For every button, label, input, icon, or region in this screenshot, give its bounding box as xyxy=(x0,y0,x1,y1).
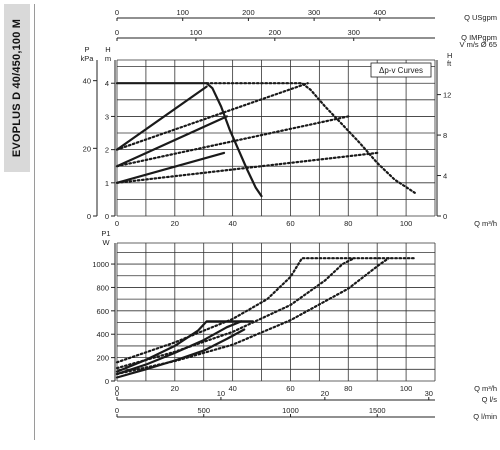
ft-axis-name: H xyxy=(447,51,452,60)
head-x-tick-label: 80 xyxy=(344,219,352,228)
top-axis-tick-label: 0 xyxy=(115,8,119,17)
p1-axis-tick-label: 600 xyxy=(96,307,109,316)
bottom-axis-label: Q l/s xyxy=(482,395,498,404)
head-curve-6 xyxy=(115,82,309,151)
kpa-axis-tick-label: 20 xyxy=(83,144,91,153)
h-axis-name: H xyxy=(105,45,110,54)
bottom-axis-label: Q l/min xyxy=(473,412,497,421)
head-curve-8 xyxy=(115,151,379,184)
h-axis-tick-label: 2 xyxy=(105,146,109,155)
head-curve-4 xyxy=(115,151,226,184)
head-curve-5 xyxy=(205,82,416,194)
h-axis-tick-label: 0 xyxy=(105,212,109,221)
top-axis-tick-label: 300 xyxy=(347,28,360,37)
top-axis-tick-label: 400 xyxy=(374,8,387,17)
p1-axis-unit: W xyxy=(102,238,110,247)
head-curve-2 xyxy=(115,85,208,151)
top-axis-tick-label: 100 xyxy=(176,8,189,17)
h-axis-tick-label: 4 xyxy=(105,79,109,88)
power-x-tick-label: 0 xyxy=(115,384,119,393)
bottom-axis-tick-label: 1000 xyxy=(282,406,299,415)
legend-box-group: Δp-v Curves xyxy=(370,62,432,78)
power-curve-6 xyxy=(115,257,390,376)
series-lines xyxy=(115,82,416,379)
sidebar: EVOPLUS D 40/450,100 M xyxy=(0,0,36,440)
ft-axis-tick-label: 8 xyxy=(443,131,447,140)
ft-axis-tick-label: 12 xyxy=(443,91,451,100)
power-x-tick-label: 80 xyxy=(344,384,352,393)
head-curve-7 xyxy=(115,115,350,168)
p1-axis-tick-label: 0 xyxy=(105,377,109,386)
power-x-axis-label: Q m³/h xyxy=(474,384,497,393)
p1-axis-tick-label: 400 xyxy=(96,330,109,339)
head-curve-1 xyxy=(115,82,263,198)
head-x-tick-label: 40 xyxy=(228,219,236,228)
power-curve-4 xyxy=(115,257,416,364)
p1-axis-tick-label: 200 xyxy=(96,354,109,363)
top-axis-tick-label: 0 xyxy=(115,28,119,37)
bottom-axis-tick-label: 0 xyxy=(115,389,119,398)
top-axis-label: Q IMPgpm xyxy=(461,33,497,42)
bottom-axis-tick-label: 10 xyxy=(217,389,225,398)
sidebar-divider xyxy=(34,4,35,440)
power-x-tick-label: 20 xyxy=(171,384,179,393)
bottom-axis-tick-label: 0 xyxy=(115,406,119,415)
top-axis-tick-label: 200 xyxy=(242,8,255,17)
p1-axis-tick-label: 800 xyxy=(96,283,109,292)
top-axis-label: Q USgpm xyxy=(464,13,497,22)
power-curve-5 xyxy=(115,257,356,370)
h-axis-tick-label: 3 xyxy=(105,112,109,121)
bottom-axis-tick-label: 20 xyxy=(321,389,329,398)
head-chart-grid xyxy=(116,59,436,217)
bottom-axis-tick-label: 30 xyxy=(425,389,433,398)
ft-axis-unit: ft xyxy=(447,59,452,68)
h-axis-unit: m xyxy=(105,54,111,63)
top-axis-tick-label: 100 xyxy=(190,28,203,37)
velocity-label: V m/s Ø 65 xyxy=(459,40,497,49)
legend-label: Δp-v Curves xyxy=(379,66,423,75)
p1-axis-name: P1 xyxy=(101,229,110,238)
bottom-axis-tick-label: 1500 xyxy=(369,406,386,415)
power-x-tick-label: 40 xyxy=(228,384,236,393)
kpa-axis-name: P xyxy=(84,45,89,54)
top-axis-tick-label: 300 xyxy=(308,8,321,17)
kpa-axis-unit: kPa xyxy=(81,54,95,63)
legend-box xyxy=(370,62,432,78)
power-curve-3 xyxy=(115,328,246,379)
power-x-tick-label: 100 xyxy=(400,384,413,393)
ft-axis-tick-label: 4 xyxy=(443,172,447,181)
head-x-tick-label: 20 xyxy=(171,219,179,228)
p1-axis-tick-label: 1000 xyxy=(92,260,109,269)
kpa-axis-tick-label: 40 xyxy=(83,77,91,86)
product-band xyxy=(4,4,30,172)
power-x-tick-label: 60 xyxy=(286,384,294,393)
bottom-axis-tick-label: 500 xyxy=(197,406,210,415)
head-curve-3 xyxy=(115,115,228,168)
h-axis-tick-label: 1 xyxy=(105,179,109,188)
ft-axis-tick-label: 0 xyxy=(443,212,447,221)
head-x-tick-label: 100 xyxy=(400,219,413,228)
head-x-axis-label: Q m³/h xyxy=(474,219,497,228)
kpa-axis-tick-label: 0 xyxy=(87,212,91,221)
head-x-tick-label: 60 xyxy=(286,219,294,228)
top-axis-tick-label: 200 xyxy=(269,28,282,37)
head-x-tick-label: 0 xyxy=(115,219,119,228)
